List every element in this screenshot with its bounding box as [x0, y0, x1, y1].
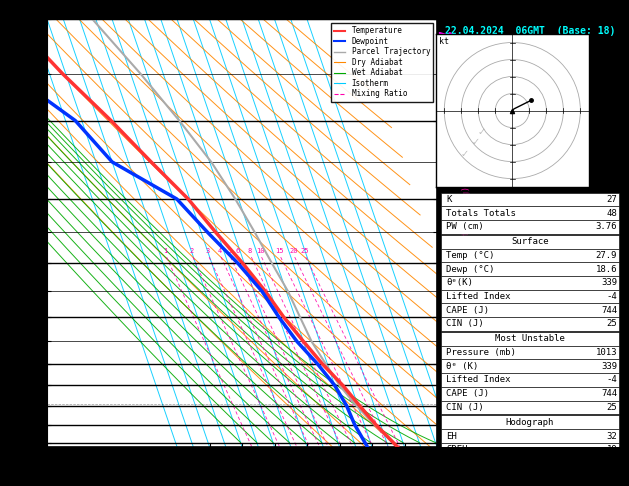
Bar — [441, 220, 619, 234]
Text: Most Unstable: Most Unstable — [495, 334, 565, 344]
Bar — [441, 192, 619, 207]
Bar — [441, 360, 619, 373]
Text: 8: 8 — [248, 248, 252, 254]
Text: CAPE (J): CAPE (J) — [447, 306, 489, 315]
Text: Pressure (mb): Pressure (mb) — [447, 348, 516, 357]
Text: 339: 339 — [601, 362, 617, 371]
Text: 48: 48 — [606, 208, 617, 218]
Bar — [441, 387, 619, 400]
Text: PW (cm): PW (cm) — [447, 223, 484, 231]
Text: EH: EH — [447, 432, 457, 440]
Text: 18.6: 18.6 — [596, 265, 617, 274]
Text: 744: 744 — [601, 389, 617, 398]
Text: 27.9: 27.9 — [596, 251, 617, 260]
X-axis label: Dewpoint / Temperature (°C): Dewpoint / Temperature (°C) — [163, 468, 321, 478]
Text: StmDir: StmDir — [447, 459, 479, 468]
Bar — [441, 400, 619, 414]
Text: Mixing Ratio (g/kg): Mixing Ratio (g/kg) — [462, 186, 471, 281]
Text: 15: 15 — [275, 248, 284, 254]
Bar — [441, 207, 619, 220]
Bar — [441, 303, 619, 317]
Text: LCL: LCL — [441, 399, 456, 408]
Text: CAPE (J): CAPE (J) — [447, 389, 489, 398]
Text: 3.76: 3.76 — [596, 223, 617, 231]
Text: 6: 6 — [235, 248, 239, 254]
Bar — [441, 262, 619, 276]
Bar — [441, 373, 619, 387]
Bar — [441, 332, 619, 346]
Text: 339: 339 — [601, 278, 617, 287]
Text: km
ASL: km ASL — [430, 0, 445, 15]
Text: -4: -4 — [606, 292, 617, 301]
Bar — [441, 443, 619, 456]
Text: CIN (J): CIN (J) — [447, 319, 484, 329]
Bar — [441, 317, 619, 331]
Text: Totals Totals: Totals Totals — [447, 208, 516, 218]
Bar — [441, 249, 619, 262]
Bar — [441, 290, 619, 303]
Bar — [441, 276, 619, 290]
Text: θᵉ(K): θᵉ(K) — [447, 278, 473, 287]
Text: StmSpd (kt): StmSpd (kt) — [447, 472, 506, 482]
Text: 27: 27 — [606, 195, 617, 204]
Text: 4: 4 — [218, 248, 222, 254]
Text: 22.04.2024  06GMT  (Base: 18): 22.04.2024 06GMT (Base: 18) — [445, 26, 615, 36]
Bar — [441, 429, 619, 443]
Bar — [441, 416, 619, 429]
Text: kt: kt — [439, 37, 449, 47]
Text: 309°: 309° — [596, 459, 617, 468]
Text: -4: -4 — [606, 376, 617, 384]
Bar — [441, 346, 619, 360]
Text: 10: 10 — [256, 248, 264, 254]
Text: 8: 8 — [612, 472, 617, 482]
Bar — [441, 456, 619, 470]
Bar — [441, 235, 619, 249]
Text: Temp (°C): Temp (°C) — [447, 251, 495, 260]
Text: 20: 20 — [289, 248, 298, 254]
Text: 19: 19 — [606, 445, 617, 454]
Text: 25: 25 — [606, 403, 617, 412]
Text: 2: 2 — [189, 248, 194, 254]
Text: Hodograph: Hodograph — [506, 418, 554, 427]
Text: $\checkmark$: $\checkmark$ — [470, 136, 479, 146]
Text: θᵉ (K): θᵉ (K) — [447, 362, 479, 371]
Text: 744: 744 — [601, 306, 617, 315]
Text: 25°45'N  279°23'W  4m  ASL: 25°45'N 279°23'W 4m ASL — [47, 9, 223, 18]
Text: Lifted Index: Lifted Index — [447, 292, 511, 301]
Text: 1013: 1013 — [596, 348, 617, 357]
Text: 3: 3 — [206, 248, 210, 254]
Text: $\checkmark$: $\checkmark$ — [477, 126, 486, 136]
Text: 25: 25 — [300, 248, 309, 254]
Legend: Temperature, Dewpoint, Parcel Trajectory, Dry Adiabat, Wet Adiabat, Isotherm, Mi: Temperature, Dewpoint, Parcel Trajectory… — [331, 23, 433, 102]
Text: 1: 1 — [163, 248, 167, 254]
Text: $\checkmark$: $\checkmark$ — [460, 148, 469, 158]
Text: K: K — [447, 195, 452, 204]
Text: Dewp (°C): Dewp (°C) — [447, 265, 495, 274]
Text: SREH: SREH — [447, 445, 468, 454]
Text: 5: 5 — [227, 248, 231, 254]
Text: CIN (J): CIN (J) — [447, 403, 484, 412]
Y-axis label: hPa: hPa — [3, 225, 13, 242]
Text: Surface: Surface — [511, 237, 548, 246]
Bar — [441, 470, 619, 484]
Text: 32: 32 — [606, 432, 617, 440]
Text: 25: 25 — [606, 319, 617, 329]
Text: © weatheronline.co.uk: © weatheronline.co.uk — [481, 436, 579, 445]
Text: Lifted Index: Lifted Index — [447, 376, 511, 384]
